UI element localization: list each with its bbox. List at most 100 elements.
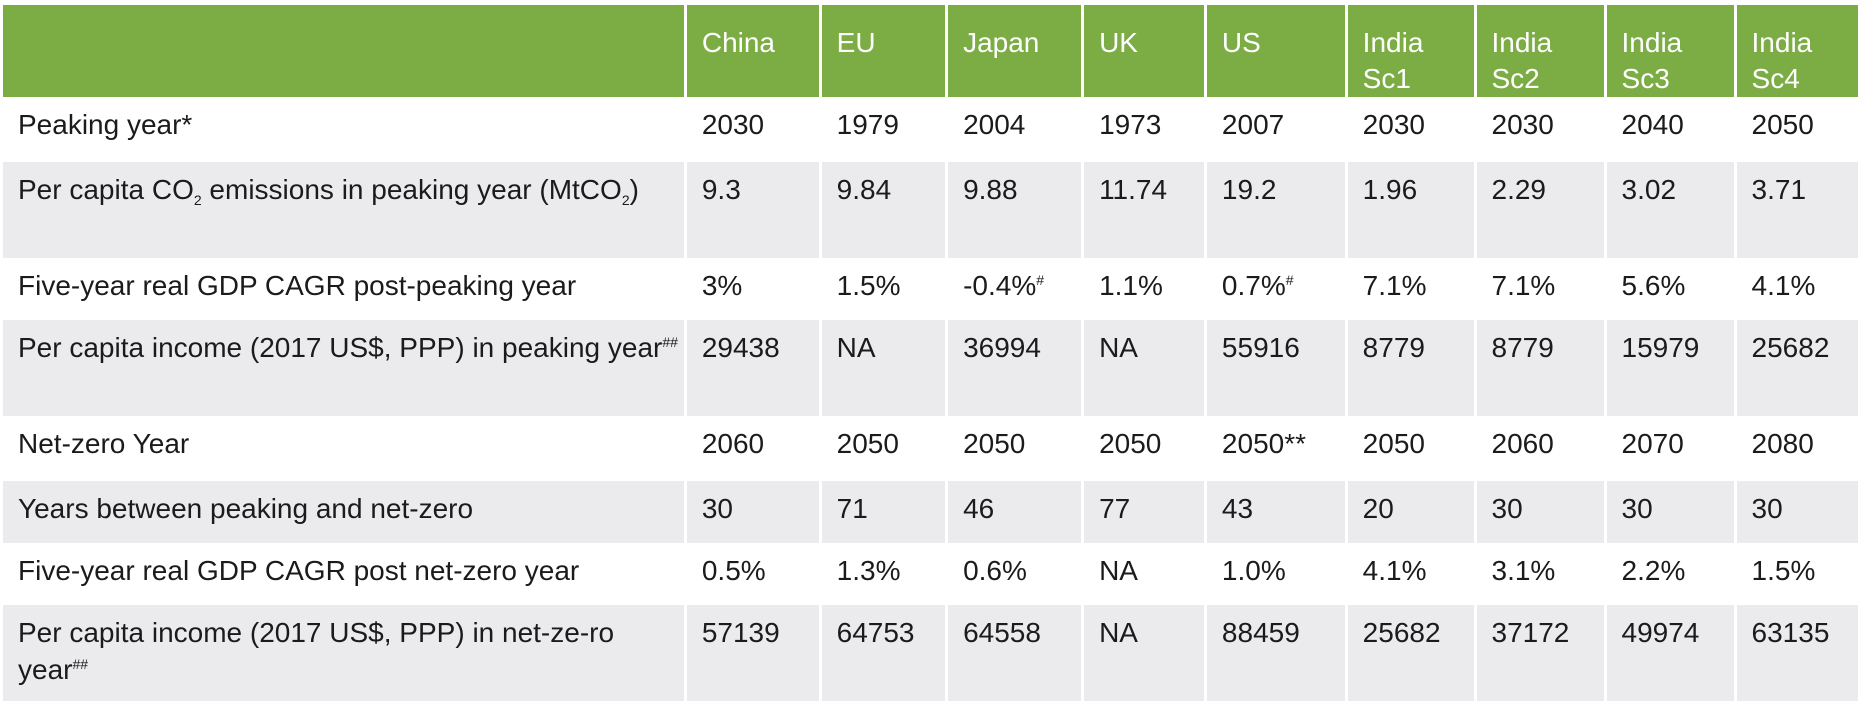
cell-value: 2.2%	[1621, 555, 1686, 586]
table-cell: 3.02	[1605, 162, 1737, 258]
table-cell: 7.1%	[1346, 258, 1477, 320]
cell-value: 2030	[701, 109, 765, 140]
cell-value: 2040	[1621, 109, 1684, 140]
row-label: Per capita CO2 emissions in peaking year…	[3, 162, 687, 258]
cell-value: 46	[963, 493, 995, 524]
cell-value: 25682	[1751, 332, 1830, 363]
cell-value: 1.1%	[1099, 270, 1163, 301]
table-cell: 2060	[1475, 416, 1607, 481]
header-india-sc2: India Sc2	[1475, 5, 1607, 97]
cell-value: 7.1%	[1491, 270, 1556, 301]
cell-value: NA	[1099, 617, 1138, 648]
table-cell: NA	[820, 320, 949, 416]
cell-value: 1979	[836, 109, 899, 140]
table-cell: 19.2	[1205, 162, 1348, 258]
row-label-text: )	[629, 174, 639, 205]
table-row: Five-year real GDP CAGR post net-zero ye…	[3, 543, 1858, 605]
cell-value: 20	[1362, 493, 1394, 524]
table-cell: 2040	[1605, 97, 1737, 162]
table-cell: 64753	[820, 605, 949, 701]
table-cell: 5.6%	[1605, 258, 1737, 320]
table-cell: 30	[685, 481, 822, 543]
table-cell: 25682	[1735, 320, 1858, 416]
cell-value: 29438	[701, 332, 780, 363]
cell-value: 9.88	[963, 174, 1018, 205]
footnote-marker: #	[1285, 272, 1294, 288]
cell-value: 1.3%	[836, 555, 901, 586]
table-cell: 20	[1346, 481, 1477, 543]
cell-value: 7.1%	[1362, 270, 1427, 301]
cell-value: 88459	[1221, 617, 1300, 648]
table-cell: 1973	[1082, 97, 1207, 162]
header-india-sc2-line2: Sc2	[1491, 63, 1540, 94]
table-row: Net-zero Year 2060 2050 2050 2050 2050** 2050 2…	[3, 416, 1858, 481]
table-cell: 71	[820, 481, 949, 543]
cell-value: -0.4%	[963, 270, 1037, 301]
header-row: China EU Japan UK US India Sc1 India Sc2 I…	[3, 5, 1858, 97]
row-label: Per capita income (2017 US$, PPP) in net…	[3, 605, 687, 701]
table-cell: NA	[1082, 605, 1207, 701]
header-japan-text: Japan	[963, 27, 1040, 58]
cell-value: 0.7%	[1221, 270, 1286, 301]
cell-value: 64753	[836, 617, 915, 648]
header-china-text: China	[701, 27, 776, 58]
cell-value: 2070	[1621, 428, 1684, 459]
subscript-text: 2	[193, 192, 202, 208]
header-us: US	[1205, 5, 1348, 97]
cell-value: 1.96	[1362, 174, 1418, 205]
table-row: Per capita income (2017 US$, PPP) in pea…	[3, 320, 1858, 416]
table-cell: 30	[1475, 481, 1607, 543]
header-india-sc1-line1: India	[1362, 27, 1424, 58]
table-cell: 2.2%	[1605, 543, 1737, 605]
cell-value: 2050	[1751, 109, 1814, 140]
table-cell: 2060	[685, 416, 822, 481]
row-label-text: emissions in peaking year (	[201, 174, 549, 205]
table-cell: 36994	[946, 320, 1085, 416]
footnote-marker: #	[1036, 272, 1045, 288]
cell-value: 8779	[1491, 332, 1554, 363]
row-label: Five-year real GDP CAGR post-peaking yea…	[3, 258, 687, 320]
table-cell: 11.74	[1082, 162, 1207, 258]
row-label: Net-zero Year	[3, 416, 687, 481]
row-label-text: Years between peaking and net-zero	[18, 493, 474, 524]
table-cell: 3%	[685, 258, 822, 320]
table-cell: 2030	[685, 97, 822, 162]
cell-value: 64558	[963, 617, 1041, 648]
table-cell: 7.1%	[1475, 258, 1607, 320]
table-cell: 55916	[1205, 320, 1348, 416]
header-uk: UK	[1082, 5, 1207, 97]
header-india-sc2-line1: India	[1491, 27, 1553, 58]
table-cell: 1.0%	[1205, 543, 1348, 605]
cell-value: 2080	[1751, 428, 1814, 459]
row-label-text: Peaking year*	[18, 109, 193, 140]
cell-value: 2050	[836, 428, 899, 459]
cell-value: 77	[1099, 493, 1131, 524]
table-cell: 2050	[1346, 416, 1477, 481]
table-cell: 2.29	[1475, 162, 1607, 258]
table-cell: 1979	[820, 97, 949, 162]
cell-value: 15979	[1621, 332, 1700, 363]
footnote-marker: ##	[72, 656, 89, 672]
cell-value: 9.3	[701, 174, 741, 205]
cell-value: 1973	[1099, 109, 1162, 140]
cell-value: 8779	[1362, 332, 1425, 363]
row-label-text: Per capita income (2017 US$, PPP) in net…	[18, 617, 615, 685]
cell-value: 2050	[963, 428, 1026, 459]
table-cell: 30	[1735, 481, 1858, 543]
row-label-text: Per capita CO	[18, 174, 194, 205]
cell-value: 30	[1621, 493, 1653, 524]
table-cell: 2050	[946, 416, 1085, 481]
table-cell: 49974	[1605, 605, 1737, 701]
table-cell: 2080	[1735, 416, 1858, 481]
cell-value: 2050	[1099, 428, 1162, 459]
header-corner-cell	[3, 5, 687, 97]
row-label-text: Five-year real GDP CAGR post net-zero ye…	[18, 555, 580, 586]
table-cell: 2004	[946, 97, 1085, 162]
row-label-text: Net-zero Year	[18, 428, 190, 459]
table-cell: 2030	[1475, 97, 1607, 162]
table-cell: 57139	[685, 605, 822, 701]
subscript-text: 2	[621, 192, 630, 208]
cell-value: 57139	[701, 617, 780, 648]
table-cell: 63135	[1735, 605, 1858, 701]
header-india-sc1: India Sc1	[1346, 5, 1477, 97]
